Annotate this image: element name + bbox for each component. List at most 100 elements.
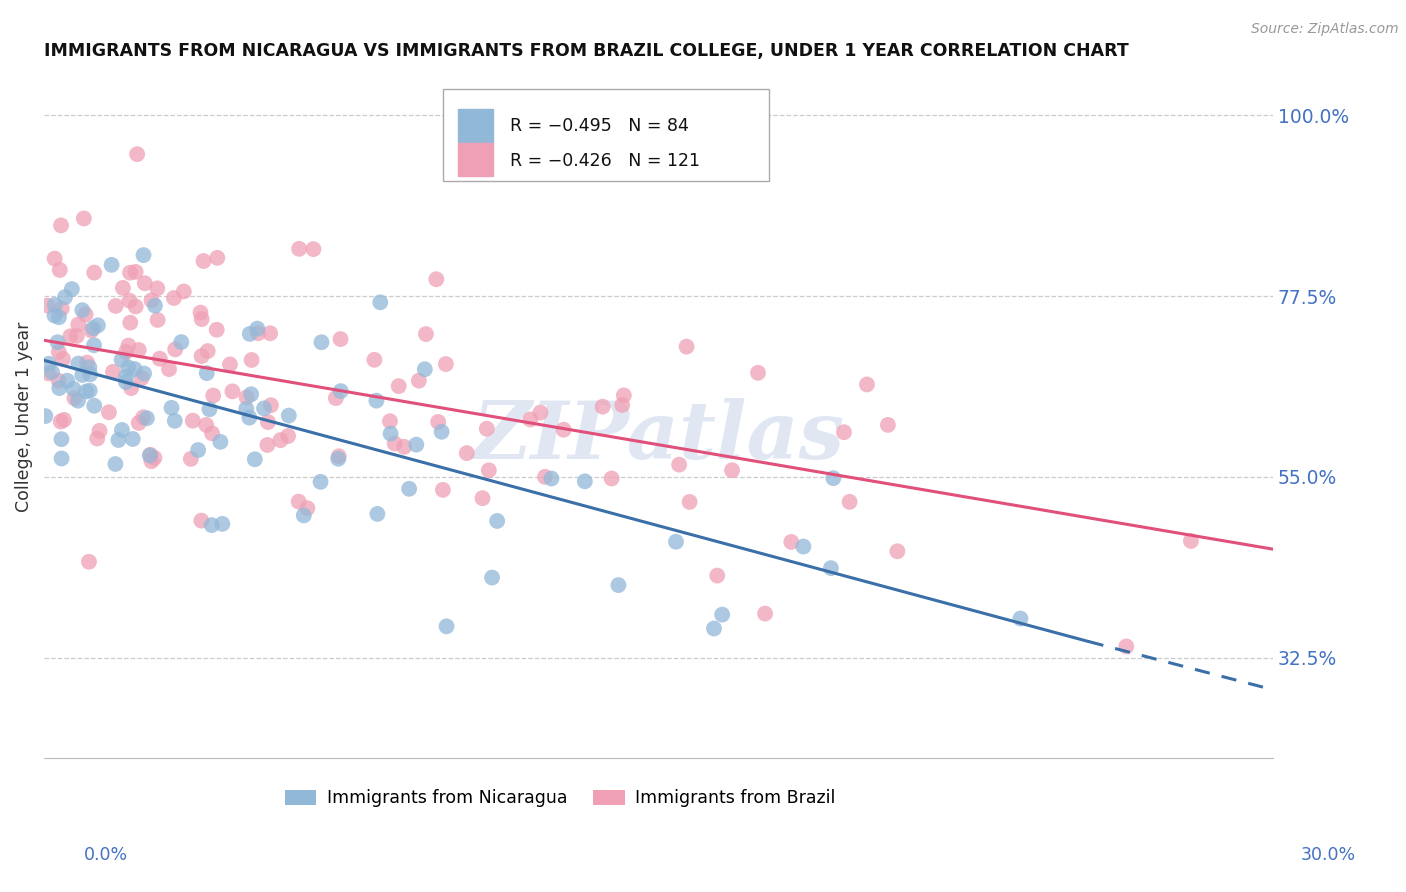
Point <box>832 425 855 440</box>
Point <box>83 266 105 280</box>
Point <box>37 299 59 313</box>
Y-axis label: College, Under 1 year: College, Under 1 year <box>15 321 32 512</box>
Point <box>104 299 127 313</box>
Point <box>430 425 453 439</box>
Point <box>209 434 232 449</box>
Point <box>1180 533 1202 548</box>
Point <box>481 571 503 585</box>
Point <box>120 381 142 395</box>
Point <box>181 414 204 428</box>
Point <box>163 414 186 428</box>
Point <box>52 351 75 366</box>
Point <box>260 398 283 412</box>
Point <box>48 374 70 388</box>
Point <box>59 329 82 343</box>
Point <box>143 299 166 313</box>
Point <box>195 417 218 432</box>
Point <box>111 423 134 437</box>
Point <box>124 265 146 279</box>
Point <box>259 326 281 341</box>
Point <box>44 309 66 323</box>
Point <box>146 313 169 327</box>
Point <box>115 345 138 359</box>
Point <box>201 426 224 441</box>
Point <box>44 298 66 312</box>
Point <box>190 305 212 319</box>
Point <box>111 281 134 295</box>
Point <box>486 514 509 528</box>
Point <box>160 401 183 415</box>
Point <box>114 369 136 384</box>
Point <box>53 290 76 304</box>
Point <box>197 344 219 359</box>
Point <box>132 248 155 262</box>
Legend: Immigrants from Nicaragua, Immigrants from Brazil: Immigrants from Nicaragua, Immigrants fr… <box>278 782 842 814</box>
Point <box>77 555 100 569</box>
Point <box>75 308 97 322</box>
Point <box>62 382 84 396</box>
FancyBboxPatch shape <box>443 89 769 181</box>
Point <box>34 409 56 423</box>
Point <box>368 295 391 310</box>
Point <box>246 321 269 335</box>
Point <box>44 252 66 266</box>
Point <box>392 440 415 454</box>
Point <box>120 316 142 330</box>
Point <box>141 293 163 308</box>
Point <box>157 362 180 376</box>
Point <box>66 393 89 408</box>
Point <box>66 329 89 343</box>
Point <box>408 374 430 388</box>
Bar <box>458 110 492 142</box>
Point <box>49 263 72 277</box>
Point <box>131 371 153 385</box>
Point <box>143 450 166 465</box>
Point <box>592 400 614 414</box>
Point <box>128 343 150 357</box>
Point <box>1115 640 1137 654</box>
Point <box>747 366 769 380</box>
Point <box>238 410 260 425</box>
Point <box>170 334 193 349</box>
Point <box>256 438 278 452</box>
Point <box>72 303 94 318</box>
Point <box>111 352 134 367</box>
Point <box>135 411 157 425</box>
Point <box>107 433 129 447</box>
Point <box>79 368 101 382</box>
Point <box>60 282 83 296</box>
Point <box>51 432 73 446</box>
Point <box>41 365 63 379</box>
Point <box>207 251 229 265</box>
Text: ZIPatlas: ZIPatlas <box>472 399 845 475</box>
Point <box>405 437 427 451</box>
Point <box>292 508 315 523</box>
Point <box>287 494 309 508</box>
Point <box>329 332 352 346</box>
Point <box>328 451 350 466</box>
Point <box>79 360 101 375</box>
Point <box>235 390 257 404</box>
Point <box>165 343 187 357</box>
Point <box>101 365 124 379</box>
Point <box>56 374 79 388</box>
Point <box>100 258 122 272</box>
Point <box>427 415 450 429</box>
Point <box>384 436 406 450</box>
Point <box>820 561 842 575</box>
Point <box>415 326 437 341</box>
Point <box>128 416 150 430</box>
Point <box>721 463 744 477</box>
Point <box>270 433 292 447</box>
Point <box>471 491 494 505</box>
Point <box>434 357 457 371</box>
Point <box>277 409 299 423</box>
Point <box>239 326 262 341</box>
Bar <box>458 144 492 177</box>
Point <box>127 147 149 161</box>
Point <box>83 399 105 413</box>
Point <box>413 362 436 376</box>
Point <box>75 384 97 399</box>
Point <box>79 384 101 398</box>
Point <box>201 518 224 533</box>
